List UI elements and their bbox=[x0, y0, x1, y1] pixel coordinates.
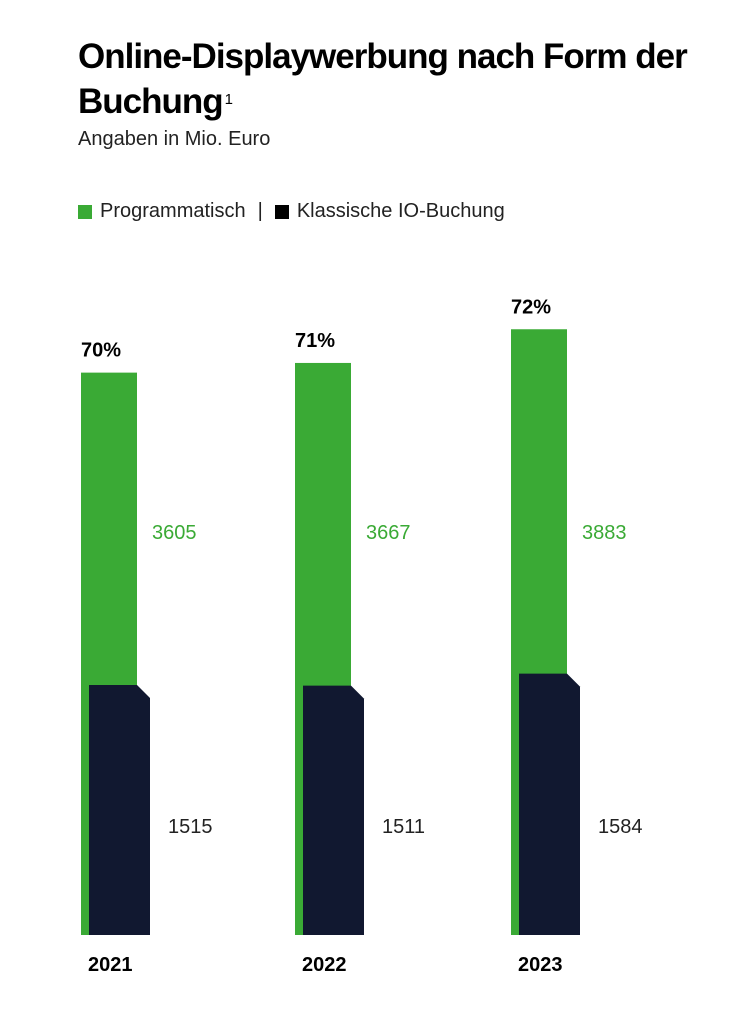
title-text: Online-Displaywerbung nach Form der Buch… bbox=[78, 37, 688, 121]
value-label-klassisch-2023: 1584 bbox=[598, 816, 643, 838]
legend-swatch-klassisch bbox=[274, 204, 289, 219]
category-label-2023: 2023 bbox=[518, 954, 563, 976]
value-label-programmatisch-2022: 3667 bbox=[366, 522, 411, 544]
category-label-2022: 2022 bbox=[302, 954, 347, 976]
bar-klassisch-2022 bbox=[303, 685, 364, 935]
chart-subtitle: Angaben in Mio. Euro bbox=[78, 128, 271, 150]
chart-title: Online-Displaywerbung nach Form der Buch… bbox=[78, 34, 729, 124]
value-label-programmatisch-2023: 3883 bbox=[582, 522, 627, 544]
bar-klassisch-2021 bbox=[89, 685, 150, 935]
value-label-klassisch-2021: 1515 bbox=[168, 816, 213, 838]
category-label-2021: 2021 bbox=[88, 954, 133, 976]
title-footnote: 1 bbox=[224, 91, 233, 108]
legend-swatch-programmatisch bbox=[78, 204, 92, 219]
share-label-2023: 72% bbox=[511, 296, 551, 318]
legend-label-klassisch: Klassische IO-Buchung bbox=[296, 200, 505, 222]
legend: Programmatisch | Klassische IO-Buchung bbox=[78, 200, 505, 223]
share-label-2021: 70% bbox=[81, 340, 121, 362]
legend-label-programmatisch: Programmatisch bbox=[100, 200, 246, 222]
bar-klassisch-2023 bbox=[519, 673, 580, 935]
legend-separator: | bbox=[257, 200, 263, 222]
value-label-programmatisch-2021: 3605 bbox=[152, 522, 197, 544]
value-label-klassisch-2022: 1511 bbox=[382, 816, 425, 838]
share-label-2022: 71% bbox=[295, 330, 335, 352]
